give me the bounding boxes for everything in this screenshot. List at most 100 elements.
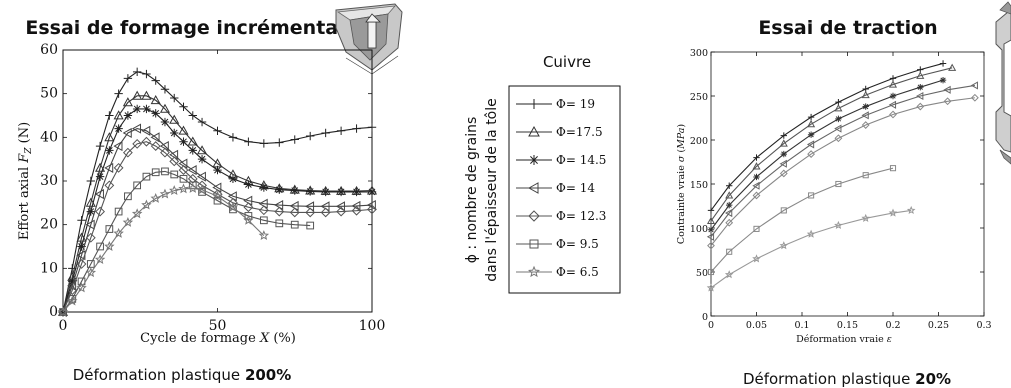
data-point: [178, 165, 189, 175]
series-diamond: [707, 93, 979, 250]
legend-side-note-line2: dans l'épaisseur de la tôle: [484, 98, 500, 282]
data-point: [142, 104, 151, 114]
right-panel: Essai de traction 0 0.05 0.1 0.15 0.2 0.25 0.3…: [676, 1, 1011, 388]
series-triangle-up: [706, 63, 957, 225]
legend-entry: Φ=17.5: [516, 125, 603, 139]
series-line: [710, 84, 975, 238]
data-point: [780, 150, 787, 158]
data-point: [170, 93, 179, 103]
data-point: [197, 145, 208, 155]
series-plus: [707, 60, 947, 214]
data-point: [113, 227, 124, 238]
data-point: [244, 137, 253, 146]
y-tick-label: 300: [690, 48, 708, 59]
data-point: [305, 207, 316, 218]
legend-entry: Φ= 12.3: [516, 209, 606, 223]
data-point: [862, 172, 869, 179]
y-tick-label: 50: [696, 268, 708, 279]
left-axis-ticks: 0 50 100 0 10 20 30 40 50 60: [40, 42, 385, 334]
right-chart-title: Essai de traction: [758, 17, 937, 39]
data-point: [367, 204, 377, 215]
data-point: [95, 141, 105, 151]
data-point: [290, 135, 299, 144]
data-point: [150, 141, 161, 151]
data-point: [888, 208, 898, 217]
data-point: [752, 254, 761, 263]
data-point: [321, 187, 330, 197]
data-point: [67, 285, 78, 296]
data-point: [726, 201, 733, 209]
legend-box: [508, 85, 621, 294]
data-point: [151, 109, 160, 118]
data-point: [275, 138, 284, 147]
data-point: [336, 126, 346, 135]
data-point: [179, 174, 188, 183]
data-point: [336, 187, 346, 197]
data-point: [834, 134, 843, 143]
data-point: [141, 90, 152, 100]
data-point: [244, 212, 253, 220]
x-tick-label: 0: [59, 318, 68, 334]
data-point: [259, 183, 269, 192]
data-point: [114, 89, 123, 98]
left-caption: Déformation plastique 200%: [73, 366, 292, 384]
series-triangle-left: [706, 81, 978, 241]
data-point: [779, 169, 788, 178]
legend-marker: [528, 265, 540, 278]
series-line: [710, 167, 894, 273]
data-point: [95, 206, 105, 217]
data-point: [159, 103, 171, 113]
data-point: [196, 184, 208, 195]
data-point: [188, 146, 197, 155]
series-line: [62, 95, 373, 313]
y-tick-label: 100: [690, 224, 708, 235]
data-point: [917, 84, 924, 91]
data-point: [807, 131, 815, 138]
data-point: [726, 182, 733, 189]
legend-entry: Φ= 9.5: [516, 237, 599, 251]
data-point: [187, 136, 198, 146]
series-square: [59, 167, 315, 316]
data-point: [753, 225, 760, 232]
data-point: [862, 103, 869, 110]
data-point: [122, 216, 134, 227]
y-tick-label: 0: [49, 304, 58, 320]
data-point: [808, 192, 815, 199]
data-point: [178, 125, 189, 135]
data-point: [198, 188, 206, 196]
data-point: [228, 174, 238, 184]
series-asterisk: [707, 76, 947, 233]
data-point: [351, 200, 361, 211]
data-point: [197, 117, 207, 127]
data-point: [169, 185, 180, 196]
incremental-forming-part-picture: [335, 3, 403, 75]
data-point: [861, 111, 869, 120]
data-point: [133, 181, 142, 190]
data-point: [943, 85, 951, 94]
data-point: [807, 113, 815, 121]
x-tick-label: 50: [209, 318, 227, 334]
data-point: [835, 115, 842, 123]
data-point: [85, 219, 95, 230]
y-tick-label: 0: [702, 312, 708, 323]
data-point: [861, 213, 870, 222]
data-point: [105, 225, 114, 233]
right-x-axis-label: Déformation vraie ε: [796, 334, 892, 345]
series-star: [57, 182, 270, 317]
data-point: [970, 81, 978, 90]
legend-marker: [529, 239, 539, 249]
data-point: [807, 150, 816, 158]
data-point: [258, 230, 270, 241]
legend-entry: Φ= 14.5: [516, 153, 606, 167]
data-point: [122, 97, 133, 107]
data-point: [321, 128, 330, 138]
data-point: [807, 119, 816, 128]
data-point: [104, 240, 115, 251]
data-point: [131, 123, 142, 134]
data-point: [213, 165, 222, 175]
data-point: [228, 133, 238, 142]
data-point: [213, 126, 222, 135]
series-diamond: [58, 136, 377, 317]
data-point: [289, 207, 300, 218]
data-point: [85, 267, 97, 278]
